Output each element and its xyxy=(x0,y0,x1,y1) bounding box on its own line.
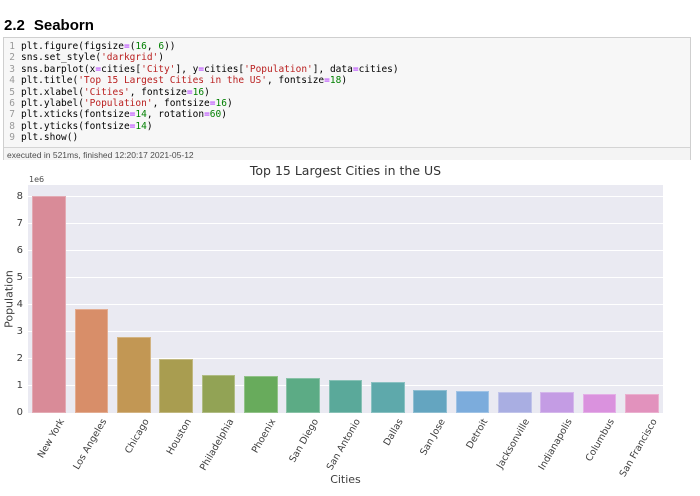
bar-los-angeles xyxy=(74,309,109,413)
code-line: 6 plt.ylabel('Population', fontsize=16) xyxy=(4,98,690,109)
line-number: 3 xyxy=(9,63,15,75)
x-tick-label: San Antonio xyxy=(324,417,364,473)
gridline xyxy=(28,222,663,224)
x-tick-label: Los Angeles xyxy=(71,417,110,472)
code-text: plt.title('Top 15 Largest Cities in the … xyxy=(21,75,348,87)
code-text: sns.set_style('darkgrid') xyxy=(21,52,165,64)
y-tick-label: 4 xyxy=(16,298,23,310)
code-text: plt.xticks(fontsize=14, rotation=60) xyxy=(21,109,227,121)
x-tick-label: Houston xyxy=(164,417,194,457)
code-line: 4 plt.title('Top 15 Largest Cities in the… xyxy=(4,75,690,86)
section-title: Seaborn xyxy=(33,17,94,35)
code-text: plt.figure(figsize=(16, 6)) xyxy=(21,41,176,52)
section-heading: 2.2 Seaborn xyxy=(4,17,94,34)
code-cell[interactable]: 1 plt.figure(figsize=(16, 6)) 2 sns.set_sty… xyxy=(3,37,691,164)
bar-san-francisco xyxy=(624,394,659,413)
x-tick-label: San Jose xyxy=(418,417,448,458)
y-tick-label: 7 xyxy=(16,217,23,229)
gridline xyxy=(28,276,663,278)
code-line: 7 plt.xticks(fontsize=14, rotation=60) xyxy=(4,109,690,120)
code-line: 9 plt.show() xyxy=(4,132,690,143)
execution-info-text: executed in 521ms, finished 12:20:17 202… xyxy=(7,149,194,160)
gridline xyxy=(28,249,663,251)
bar-new-york xyxy=(32,195,67,413)
bar-indianapolis xyxy=(540,392,575,413)
gridline xyxy=(28,357,663,359)
bar-jacksonville xyxy=(497,392,532,413)
x-tick-label: Columbus xyxy=(583,417,618,464)
bar-philadelphia xyxy=(201,374,236,413)
x-axis-label: Cities xyxy=(330,473,361,486)
execution-status-bar: executed in 521ms, finished 12:20:17 202… xyxy=(4,146,690,163)
line-number: 1 xyxy=(9,41,15,52)
y-tick-label: 5 xyxy=(16,271,23,283)
x-tick-label: New York xyxy=(35,417,67,461)
bar-san-diego xyxy=(286,378,321,413)
gridline xyxy=(28,330,663,332)
section-number: 2.2 xyxy=(4,17,25,35)
line-number: 8 xyxy=(9,120,15,132)
code-text: plt.ylabel('Population', fontsize=16) xyxy=(21,98,233,110)
code-text: plt.xlabel('Cities', fontsize=16) xyxy=(21,86,210,98)
chart-output: Top 15 Largest Cities in the US 1e6 Popu… xyxy=(0,160,700,496)
gridline xyxy=(28,195,663,197)
bar-columbus xyxy=(582,393,617,413)
bar-houston xyxy=(159,358,194,413)
y-tick-label: 3 xyxy=(16,325,23,337)
bar-san-jose xyxy=(413,389,448,413)
x-tick-label: San Francisco xyxy=(617,417,660,480)
bar-dallas xyxy=(370,381,405,413)
y-axis-offset-label: 1e6 xyxy=(29,175,45,184)
code-editor[interactable]: 1 plt.figure(figsize=(16, 6)) 2 sns.set_sty… xyxy=(4,38,690,147)
gridline xyxy=(28,303,663,305)
x-tick-label: Philadelphia xyxy=(197,417,237,473)
bar-san-antonio xyxy=(328,380,363,413)
line-number: 2 xyxy=(9,52,15,64)
code-line: 2 sns.set_style('darkgrid') xyxy=(4,52,690,63)
x-tick-label: Chicago xyxy=(122,417,152,456)
line-number: 7 xyxy=(9,109,15,121)
line-number: 9 xyxy=(9,132,15,144)
code-line: 3 sns.barplot(x=cities['City'], y=cities[… xyxy=(4,64,690,75)
x-tick-label: Indianapolis xyxy=(536,417,575,473)
plot-area xyxy=(28,185,663,413)
x-tick-label: Detroit xyxy=(464,417,491,451)
bar-detroit xyxy=(455,390,490,413)
code-text: sns.barplot(x=cities['City'], y=cities['… xyxy=(21,63,399,75)
bar-chicago xyxy=(116,337,151,413)
x-tick-label: Dallas xyxy=(381,417,406,448)
code-text: plt.show() xyxy=(21,132,79,144)
code-text: plt.yticks(fontsize=14) xyxy=(21,120,153,132)
line-number: 5 xyxy=(9,86,15,98)
line-number: 4 xyxy=(9,75,15,87)
y-tick-label: 1 xyxy=(16,379,23,391)
y-tick-label: 0 xyxy=(16,407,23,418)
bar-phoenix xyxy=(243,375,278,413)
line-number: 6 xyxy=(9,98,15,110)
code-line: 8 plt.yticks(fontsize=14) xyxy=(4,121,690,132)
x-tick-label: San Diego xyxy=(286,417,321,465)
x-tick-label: Jacksonville xyxy=(495,417,533,471)
chart-title: Top 15 Largest Cities in the US xyxy=(249,163,442,178)
code-line: 5 plt.xlabel('Cities', fontsize=16) xyxy=(4,87,690,98)
y-tick-label: 6 xyxy=(16,244,23,256)
y-tick-label: 8 xyxy=(16,190,23,202)
code-line: 1 plt.figure(figsize=(16, 6)) xyxy=(4,41,690,52)
y-tick-label: 2 xyxy=(16,352,23,364)
x-tick-label: Phoenix xyxy=(249,417,279,456)
